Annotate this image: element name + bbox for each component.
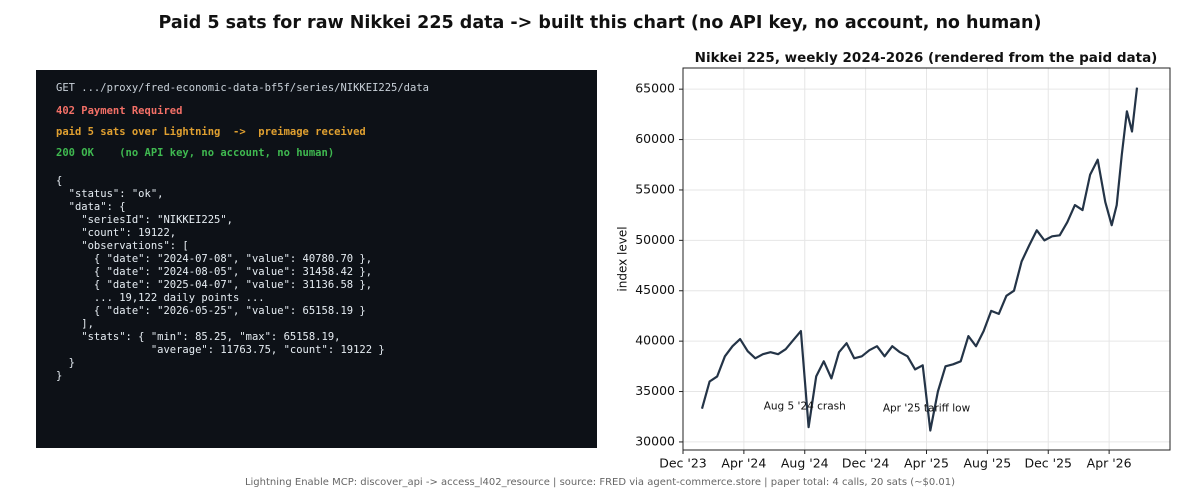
terminal-line: "seriesId": "NIKKEI225", bbox=[56, 214, 233, 226]
annotation: Apr '25 tariff low bbox=[883, 403, 971, 415]
plot: 30000 35000 40000 45000 50000 55000 60000 65000… bbox=[635, 68, 1170, 471]
x-tick-label: Aug '24 bbox=[781, 456, 829, 471]
chart-title: Nikkei 225, weekly 2024-2026 (rendered f… bbox=[695, 50, 1158, 66]
terminal-line: } bbox=[56, 370, 62, 382]
terminal-line: { "date": "2025-04-07", "value": 31136.5… bbox=[56, 279, 372, 291]
terminal-line: "stats": { "min": 85.25, "max": 65158.19… bbox=[56, 331, 340, 343]
terminal-line: ], bbox=[56, 318, 94, 330]
y-tick-label: 65000 bbox=[635, 81, 675, 96]
terminal-line: } bbox=[56, 357, 75, 369]
y-axis-label: index level bbox=[616, 226, 630, 291]
terminal-line: { "date": "2026-05-25", "value": 65158.1… bbox=[56, 305, 366, 317]
terminal-line: 200 OK (no API key, no account, no human… bbox=[56, 147, 334, 159]
terminal-line: paid 5 sats over Lightning -> preimage r… bbox=[56, 126, 366, 138]
y-tick-label: 45000 bbox=[635, 282, 675, 297]
y-tick-label: 50000 bbox=[635, 232, 675, 247]
x-tick-label: Aug '25 bbox=[964, 456, 1012, 471]
terminal-line: "count": 19122, bbox=[56, 227, 176, 239]
y-tick-label: 35000 bbox=[635, 383, 675, 398]
terminal-line: { "date": "2024-08-05", "value": 31458.4… bbox=[56, 266, 372, 278]
y-tick-label: 55000 bbox=[635, 181, 675, 196]
terminal-line: GET .../proxy/fred-economic-data-bf5f/se… bbox=[56, 82, 429, 94]
y-tick-label: 60000 bbox=[635, 131, 675, 146]
y-tick-label: 40000 bbox=[635, 333, 675, 348]
terminal-line: "observations": [ bbox=[56, 240, 189, 252]
terminal-panel bbox=[36, 70, 597, 448]
page-title: Paid 5 sats for raw Nikkei 225 data -> b… bbox=[159, 13, 1042, 33]
terminal-line: "status": "ok", bbox=[56, 188, 163, 200]
terminal-line: "data": { bbox=[56, 201, 126, 213]
line-series bbox=[700, 87, 1139, 432]
terminal-line: ... 19,122 daily points ... bbox=[56, 292, 265, 304]
x-tick-label: Dec '23 bbox=[659, 456, 707, 471]
y-tick-label: 30000 bbox=[635, 433, 675, 448]
plot-frame bbox=[682, 67, 1171, 451]
x-tick-label: Apr '26 bbox=[1087, 456, 1132, 471]
x-tick-label: Dec '24 bbox=[842, 456, 890, 471]
x-tick-label: Dec '25 bbox=[1024, 456, 1072, 471]
annotation: Aug 5 '24 crash bbox=[764, 401, 846, 413]
x-tick-label: Apr '25 bbox=[904, 456, 949, 471]
terminal-line: 402 Payment Required bbox=[56, 105, 182, 117]
terminal-line: { "date": "2024-07-08", "value": 40780.7… bbox=[56, 253, 372, 265]
terminal-line: { bbox=[56, 175, 62, 187]
terminal-text: GET .../proxy/fred-economic-data-bf5f/se… bbox=[56, 82, 429, 382]
terminal-line: "average": 11763.75, "count": 19122 } bbox=[56, 344, 385, 356]
footer: Lightning Enable MCP: discover_api -> ac… bbox=[245, 477, 955, 488]
x-tick-label: Apr '24 bbox=[721, 456, 766, 471]
